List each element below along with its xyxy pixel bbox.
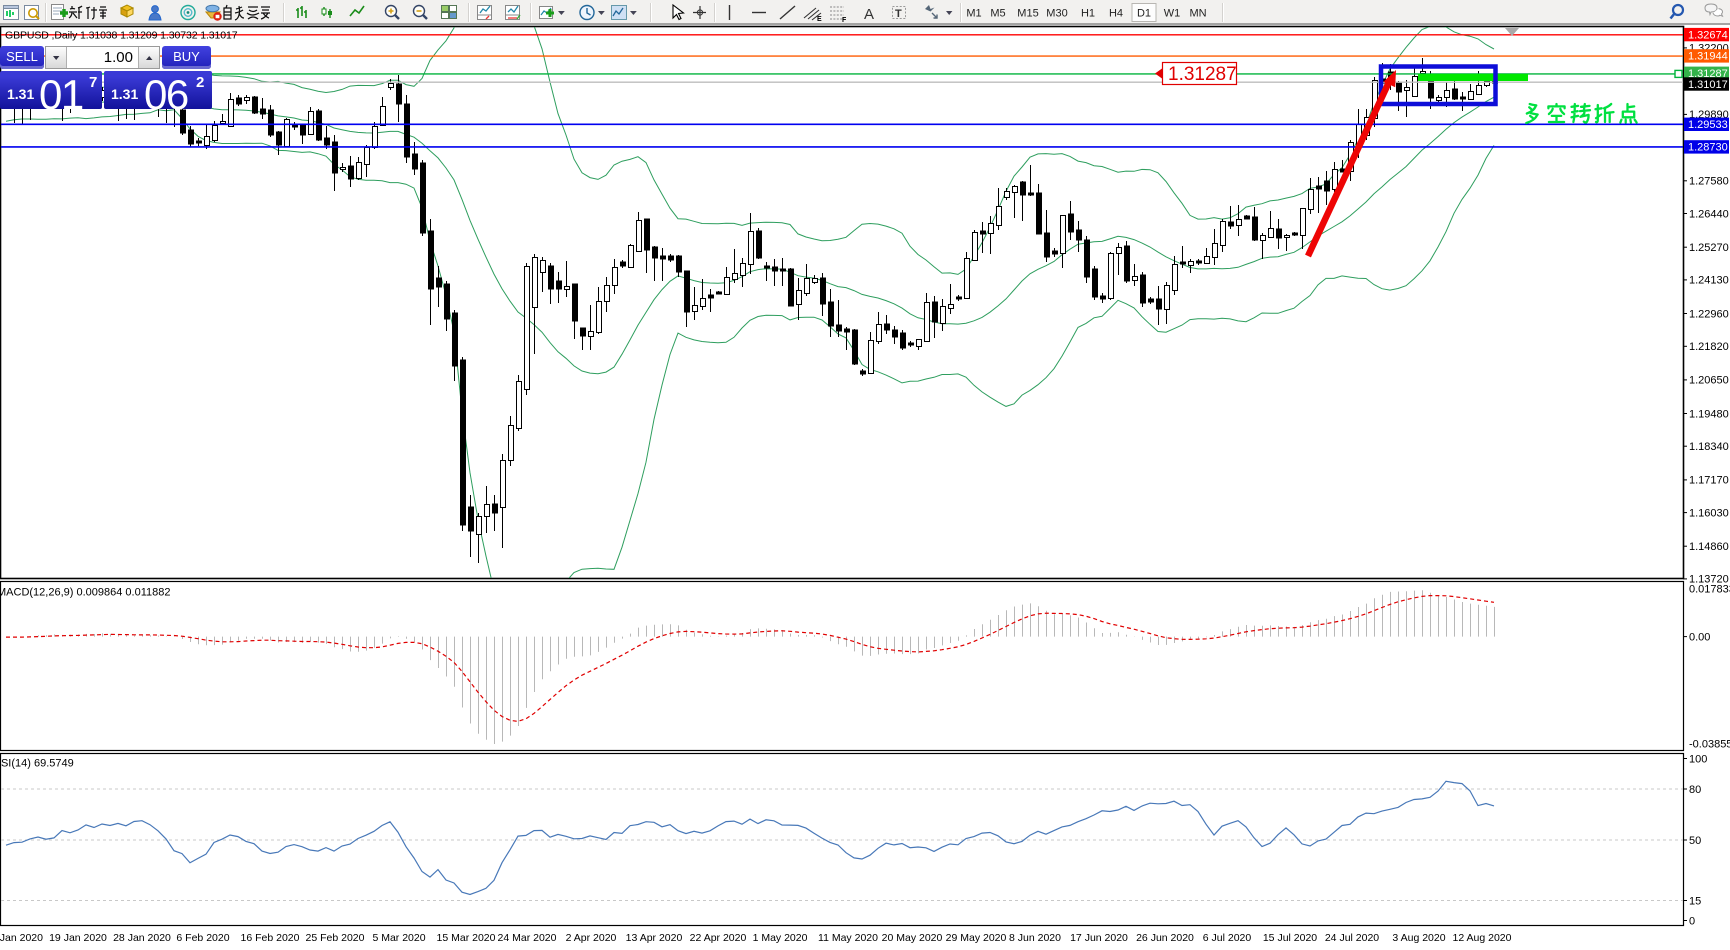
svg-text:15: 15 (1689, 895, 1701, 907)
svg-text:26 Jun 2020: 26 Jun 2020 (1136, 932, 1194, 944)
svg-text:80: 80 (1689, 784, 1701, 796)
svg-text:1.16030: 1.16030 (1689, 507, 1729, 519)
svg-text:0.017833: 0.017833 (1689, 584, 1730, 596)
svg-text:MN: MN (1189, 8, 1206, 20)
svg-text:0.00: 0.00 (1689, 631, 1710, 643)
svg-text:17 Jun 2020: 17 Jun 2020 (1070, 932, 1128, 944)
svg-text:8 Jun 2020: 8 Jun 2020 (1009, 932, 1061, 944)
svg-text:1.24130: 1.24130 (1689, 275, 1729, 287)
svg-text:1.26440: 1.26440 (1689, 208, 1729, 220)
svg-text:RSI(14) 69.5749: RSI(14) 69.5749 (0, 758, 74, 770)
svg-text:3 Aug 2020: 3 Aug 2020 (1392, 932, 1445, 944)
svg-text:13 Apr 2020: 13 Apr 2020 (626, 932, 683, 944)
svg-text:M1: M1 (966, 8, 981, 20)
svg-text:MACD(12,26,9) 0.009864 0.01188: MACD(12,26,9) 0.009864 0.011882 (0, 587, 170, 599)
svg-text:6 Feb 2020: 6 Feb 2020 (176, 932, 229, 944)
svg-text:M30: M30 (1046, 8, 1067, 20)
svg-text:1.20650: 1.20650 (1689, 375, 1729, 387)
svg-text:F: F (842, 17, 847, 24)
svg-text:0: 0 (1689, 915, 1695, 927)
svg-text:22 Apr 2020: 22 Apr 2020 (690, 932, 747, 944)
svg-text:5 Mar 2020: 5 Mar 2020 (372, 932, 425, 944)
svg-text:8 Jan 2020: 8 Jan 2020 (0, 932, 43, 944)
svg-text:2 Apr 2020: 2 Apr 2020 (566, 932, 617, 944)
svg-text:1.29533: 1.29533 (1688, 119, 1728, 131)
svg-text:1.28730: 1.28730 (1688, 142, 1728, 154)
svg-text:1.14860: 1.14860 (1689, 541, 1729, 553)
svg-text:1.31287: 1.31287 (1168, 64, 1237, 85)
svg-text:1.17170: 1.17170 (1689, 475, 1729, 487)
svg-text:6 Jul 2020: 6 Jul 2020 (1203, 932, 1252, 944)
svg-text:1.31017: 1.31017 (1688, 79, 1728, 91)
svg-text:1.25270: 1.25270 (1689, 242, 1729, 254)
svg-text:W1: W1 (1164, 8, 1181, 20)
svg-text:D1: D1 (1137, 8, 1151, 20)
svg-text:12 Aug 2020: 12 Aug 2020 (1453, 932, 1512, 944)
svg-text:1 May 2020: 1 May 2020 (753, 932, 808, 944)
svg-text:1.22960: 1.22960 (1689, 308, 1729, 320)
svg-text:1.27580: 1.27580 (1689, 176, 1729, 188)
svg-text:29 May 2020: 29 May 2020 (946, 932, 1007, 944)
svg-text:24 Mar 2020: 24 Mar 2020 (498, 932, 557, 944)
svg-text:1.18340: 1.18340 (1689, 441, 1729, 453)
svg-text:T: T (895, 8, 902, 20)
svg-text:100: 100 (1689, 753, 1707, 765)
svg-text:11 May 2020: 11 May 2020 (818, 932, 878, 944)
svg-text:1.31287: 1.31287 (1688, 68, 1728, 80)
svg-text:GBPUSD ,Daily 1.31038 1.31209: GBPUSD ,Daily 1.31038 1.31209 1.30732 1.… (5, 30, 238, 42)
svg-text:A: A (864, 6, 874, 23)
svg-text:-0.038559: -0.038559 (1689, 739, 1730, 751)
svg-text:1.19480: 1.19480 (1689, 408, 1729, 420)
svg-text:H4: H4 (1109, 8, 1123, 20)
svg-text:19 Jan 2020: 19 Jan 2020 (49, 932, 107, 944)
svg-text:15 Jul 2020: 15 Jul 2020 (1263, 932, 1317, 944)
svg-text:24 Jul 2020: 24 Jul 2020 (1325, 932, 1379, 944)
svg-text:28 Jan 2020: 28 Jan 2020 (113, 932, 171, 944)
svg-text:1.13720: 1.13720 (1689, 574, 1729, 586)
svg-text:20 May 2020: 20 May 2020 (882, 932, 943, 944)
svg-text:1.31944: 1.31944 (1688, 51, 1728, 63)
svg-text:16 Feb 2020: 16 Feb 2020 (241, 932, 300, 944)
svg-text:H1: H1 (1081, 8, 1095, 20)
svg-text:1.21820: 1.21820 (1689, 341, 1729, 353)
svg-text:M5: M5 (990, 8, 1005, 20)
svg-text:M15: M15 (1017, 8, 1038, 20)
svg-text:50: 50 (1689, 835, 1701, 847)
svg-text:1.32674: 1.32674 (1688, 29, 1728, 41)
svg-text:15 Mar 2020: 15 Mar 2020 (437, 932, 496, 944)
svg-text:25 Feb 2020: 25 Feb 2020 (306, 932, 365, 944)
svg-text:E: E (817, 16, 822, 23)
